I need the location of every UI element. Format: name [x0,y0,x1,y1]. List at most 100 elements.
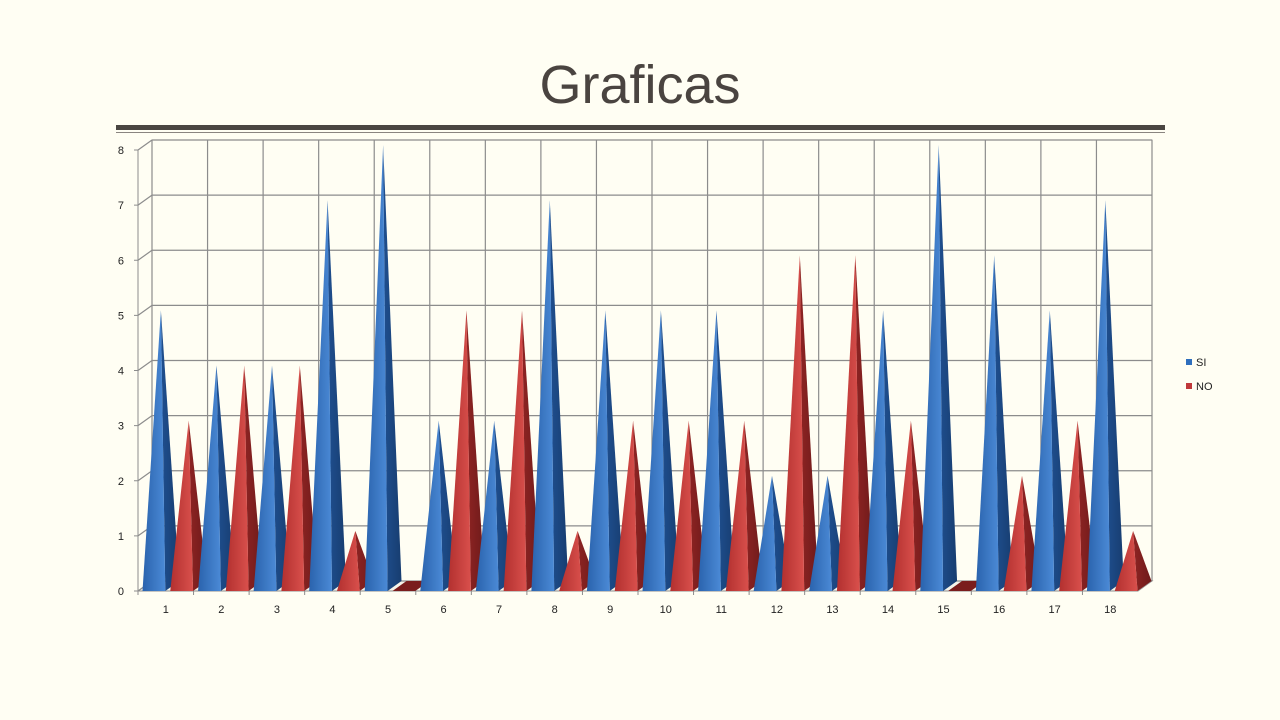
pyramid-side-face [883,310,902,591]
pyramid-front-face [975,255,999,591]
pyramid-side-face [855,255,874,591]
pyramid-side-face [272,365,291,591]
pyramid-side-face [799,255,819,591]
pyramid-front-face [1086,200,1110,591]
x-tick-label: 10 [660,604,672,616]
pyramid-side-face [216,365,235,591]
pyramid-side-face [938,145,958,591]
pyramid-front-face [864,310,888,591]
pyramid-no-2 [225,365,263,591]
pyramid-side-face [744,420,763,591]
pyramid-si-14 [864,310,902,591]
gridline-side [137,194,153,206]
pyramid-si-4 [309,200,346,591]
pyramid-front-face [531,200,555,591]
pyramid-si-5 [364,145,402,591]
pyramid-si-10 [642,310,680,591]
pyramid-side-face [1049,310,1069,591]
title-rule [116,125,1165,130]
gridline-side [137,249,153,261]
pyramid-side-face [549,200,569,591]
pyramid-side-face [160,310,180,591]
y-tick-label: 0 [118,586,124,598]
gridline-side [137,415,153,427]
x-tick-label: 9 [607,604,613,616]
pyramid-no-18 [1114,530,1152,591]
pyramid-front-face [364,145,388,591]
legend-label-no: NO [1196,381,1213,393]
gridline-side [137,139,153,151]
pyramid-front-face [725,420,749,591]
pyramid-front-face [309,200,332,591]
pyramid-front-face [198,365,221,591]
pyramid-side-face [244,365,263,591]
gridline-side [137,360,153,371]
x-tick-label: 15 [937,604,949,616]
legend-label-si: SI [1196,357,1206,369]
pyramid-no-15 [948,581,985,591]
pyramid-front-face [670,420,694,591]
x-tick-label: 12 [771,604,783,616]
pyramid-front-face [475,420,499,591]
y-tick-label: 8 [118,145,124,157]
legend: SI NO [1186,357,1213,393]
pyramid-front-face [559,530,582,591]
x-tick-label: 13 [826,604,838,616]
pyramid-no-11 [725,420,763,591]
pyramid-front-face [586,310,610,591]
y-tick-label: 3 [118,421,124,433]
pyramid-front-face [1114,530,1138,591]
x-tick-label: 14 [882,604,894,616]
pyramid-front-face [753,475,777,591]
pyramid-front-face [142,310,166,591]
pyramid-no-5 [392,581,430,591]
pyramid-front-face [614,420,638,591]
pyramid-no-13 [836,255,874,591]
bars [142,145,1152,591]
pyramid-si-1 [142,310,180,591]
title-rule-thin [116,132,1165,133]
legend-swatch-no [1186,383,1192,389]
pyramid-si-8 [531,200,569,591]
y-tick-label: 1 [118,531,124,543]
pyramid-si-16 [975,255,1013,591]
pyramid-front-face [448,310,471,591]
x-tick-label: 5 [385,604,391,616]
pyramid-no-12 [781,255,819,591]
y-tick-label: 7 [118,200,124,212]
pyramid-front-face [253,365,277,591]
x-tick-label: 3 [274,604,280,616]
pyramid-front-face [836,255,860,591]
y-tick-label: 6 [118,255,124,267]
y-tick-label: 2 [118,476,124,488]
pyramid-si-17 [1031,310,1069,591]
pyramid-front-face [225,365,249,591]
pyramid-front-face [336,530,360,591]
gridline-side [137,304,153,316]
x-tick-label: 1 [163,604,169,616]
pyramid-si-2 [198,365,235,591]
x-tick-label: 8 [552,604,558,616]
pyramid-si-11 [698,310,735,591]
pyramid-si-15 [920,145,958,591]
x-tick-label: 2 [218,604,224,616]
x-tick-label: 11 [716,604,727,616]
pyramid-front-face [170,420,194,591]
y-tick-label: 5 [118,310,124,322]
pyramid-side-face [1133,530,1152,591]
pyramid-si-9 [586,310,624,591]
x-tick-label: 6 [440,604,446,616]
slide-title: Graficas [539,55,741,115]
pyramid-side-face [327,200,346,591]
x-tick-label: 17 [1049,604,1061,616]
pyramid-side-face [605,310,624,591]
pyramid-front-face [281,365,305,591]
pyramid-side-face [383,145,402,591]
gridline-side [137,470,153,482]
pyramid-side-face [1105,200,1124,591]
pyramid-front-face [809,475,832,591]
pyramid-side-face [716,310,735,591]
pyramid-front-face [892,420,916,591]
y-tick-label: 4 [118,366,124,378]
